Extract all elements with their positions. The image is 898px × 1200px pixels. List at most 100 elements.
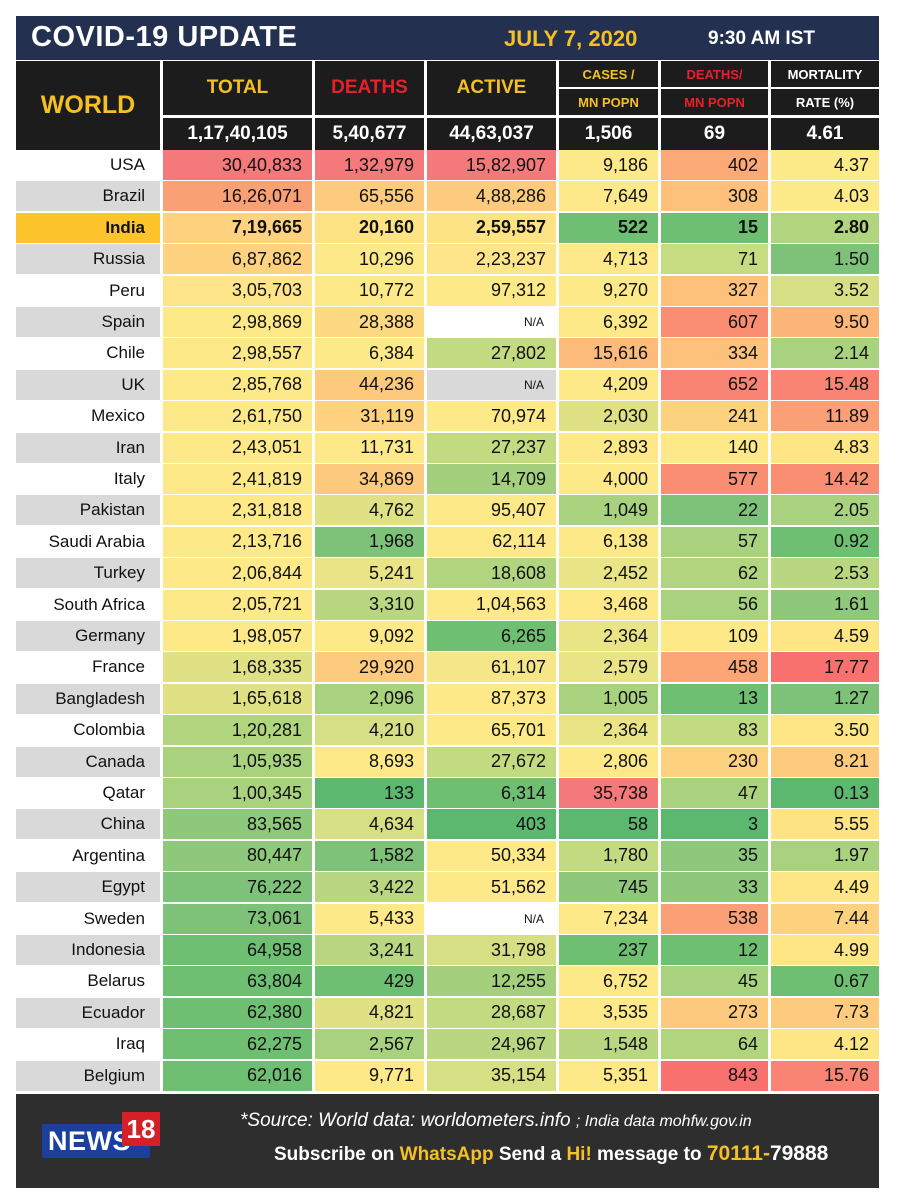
deaths-cell: 20,160 xyxy=(315,212,424,243)
deaths-mn-cell: 22 xyxy=(661,495,768,526)
table-row: USA 30,40,833 1,32,979 15,82,907 9,186 402 4.3… xyxy=(16,150,879,181)
total-cell: 2,13,716 xyxy=(163,526,312,557)
mortality-cell: 4.12 xyxy=(771,1029,879,1060)
deaths-mn-cell: 327 xyxy=(661,275,768,306)
active-cell: 12,255 xyxy=(427,966,556,997)
news18-logo: NEWS 18 xyxy=(42,1112,162,1164)
active-cell: 1,04,563 xyxy=(427,589,556,620)
country-name: Iran xyxy=(16,432,160,463)
country-name: France xyxy=(16,652,160,683)
deaths-cell: 4,762 xyxy=(315,495,424,526)
table-row: Canada 1,05,935 8,693 27,672 2,806 230 8.21 xyxy=(16,746,879,778)
active-cell: N/A xyxy=(427,903,556,934)
world-active: 44,63,037 xyxy=(427,118,556,150)
cases-mn-cell: 4,000 xyxy=(559,464,658,494)
country-name: Russia xyxy=(16,244,160,275)
cases-mn-cell: 7,649 xyxy=(559,181,658,212)
deaths-cell: 3,241 xyxy=(315,935,424,965)
column-header-deaths-mn-line1: DEATHS/ xyxy=(661,61,768,87)
country-name: UK xyxy=(16,369,160,400)
active-cell: 65,701 xyxy=(427,715,556,746)
active-cell: N/A xyxy=(427,369,556,400)
total-cell: 7,19,665 xyxy=(163,212,312,243)
deaths-cell: 9,771 xyxy=(315,1060,424,1091)
mortality-cell: 0.92 xyxy=(771,526,879,557)
deaths-mn-cell: 33 xyxy=(661,872,768,903)
active-cell: 27,802 xyxy=(427,338,556,369)
total-cell: 2,61,750 xyxy=(163,401,312,432)
column-header-deaths-mn-line2: MN POPN xyxy=(661,89,768,115)
table-row: Colombia 1,20,281 4,210 65,701 2,364 83 3.50 xyxy=(16,715,879,746)
cases-mn-cell: 58 xyxy=(559,809,658,840)
country-name: Germany xyxy=(16,621,160,651)
table-row: South Africa 2,05,721 3,310 1,04,563 3,468 56… xyxy=(16,589,879,621)
deaths-cell: 5,433 xyxy=(315,903,424,934)
total-cell: 62,275 xyxy=(163,1029,312,1060)
table-row: India 7,19,665 20,160 2,59,557 522 15 2.80 xyxy=(16,212,879,244)
mortality-cell: 15.76 xyxy=(771,1060,879,1091)
table-row: Argentina 80,447 1,582 50,334 1,780 35 1.97 xyxy=(16,840,879,872)
country-name: USA xyxy=(16,150,160,180)
deaths-cell: 28,388 xyxy=(315,307,424,337)
deaths-mn-cell: 402 xyxy=(661,150,768,180)
active-cell: 27,672 xyxy=(427,746,556,777)
deaths-mn-cell: 57 xyxy=(661,526,768,557)
table-row: Russia 6,87,862 10,296 2,23,237 4,713 71 1.50 xyxy=(16,244,879,275)
total-cell: 2,43,051 xyxy=(163,432,312,463)
hi-label: Hi! xyxy=(566,1144,592,1165)
deaths-cell: 31,119 xyxy=(315,401,424,432)
deaths-cell: 2,096 xyxy=(315,683,424,714)
deaths-cell: 1,582 xyxy=(315,840,424,871)
table-row: UK 2,85,768 44,236 N/A 4,209 652 15.48 xyxy=(16,369,879,401)
world-total: 1,17,40,105 xyxy=(163,118,312,150)
deaths-cell: 4,210 xyxy=(315,715,424,746)
mortality-cell: 1.61 xyxy=(771,589,879,620)
country-name: Turkey xyxy=(16,558,160,589)
total-cell: 30,40,833 xyxy=(163,150,312,180)
whatsapp-label: WhatsApp xyxy=(399,1144,494,1165)
active-cell: 6,265 xyxy=(427,621,556,651)
source-note: *Source: World data: worldometers.info ;… xyxy=(240,1110,752,1132)
cases-mn-cell: 2,806 xyxy=(559,746,658,777)
mortality-cell: 2.05 xyxy=(771,495,879,526)
mortality-cell: 4.49 xyxy=(771,872,879,903)
subscribe-text-3: message to xyxy=(591,1144,707,1165)
mortality-cell: 9.50 xyxy=(771,307,879,337)
table-row: Pakistan 2,31,818 4,762 95,407 1,049 22 2.05 xyxy=(16,495,879,526)
deaths-mn-cell: 334 xyxy=(661,338,768,369)
active-cell: 27,237 xyxy=(427,432,556,463)
deaths-cell: 5,241 xyxy=(315,558,424,589)
cases-mn-cell: 9,186 xyxy=(559,150,658,180)
active-cell: 18,608 xyxy=(427,558,556,589)
total-cell: 2,85,768 xyxy=(163,369,312,400)
mortality-cell: 15.48 xyxy=(771,369,879,400)
cases-mn-cell: 237 xyxy=(559,935,658,965)
mortality-cell: 11.89 xyxy=(771,401,879,432)
mortality-cell: 8.21 xyxy=(771,746,879,777)
deaths-mn-cell: 458 xyxy=(661,652,768,683)
country-name: Qatar xyxy=(16,778,160,808)
total-cell: 2,98,557 xyxy=(163,338,312,369)
deaths-mn-cell: 13 xyxy=(661,683,768,714)
deaths-mn-cell: 230 xyxy=(661,746,768,777)
deaths-mn-cell: 62 xyxy=(661,558,768,589)
deaths-mn-cell: 538 xyxy=(661,903,768,934)
deaths-cell: 34,869 xyxy=(315,464,424,494)
column-header-cases-mn-line1: CASES / xyxy=(559,61,658,87)
cases-mn-cell: 2,452 xyxy=(559,558,658,589)
deaths-cell: 10,772 xyxy=(315,275,424,306)
table-row: Egypt 76,222 3,422 51,562 745 33 4.49 xyxy=(16,872,879,903)
total-cell: 16,26,071 xyxy=(163,181,312,212)
total-cell: 3,05,703 xyxy=(163,275,312,306)
country-name: South Africa xyxy=(16,589,160,620)
deaths-mn-cell: 71 xyxy=(661,244,768,275)
country-name: Saudi Arabia xyxy=(16,526,160,557)
total-cell: 76,222 xyxy=(163,872,312,903)
cases-mn-cell: 3,535 xyxy=(559,997,658,1028)
deaths-mn-cell: 273 xyxy=(661,997,768,1028)
active-cell: 95,407 xyxy=(427,495,556,526)
mortality-cell: 14.42 xyxy=(771,464,879,494)
deaths-cell: 29,920 xyxy=(315,652,424,683)
world-label: WORLD xyxy=(16,61,160,150)
total-cell: 1,05,935 xyxy=(163,746,312,777)
